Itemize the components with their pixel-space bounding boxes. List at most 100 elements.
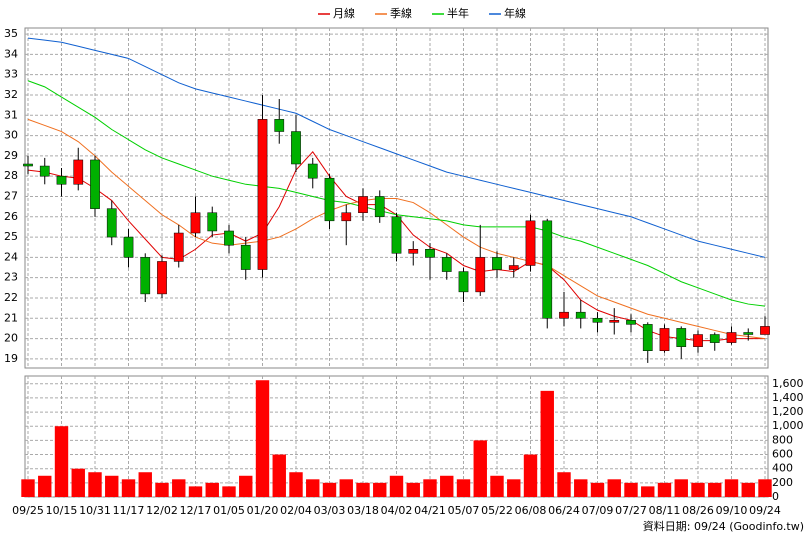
y-tick-label: 27 (4, 189, 18, 202)
y-tick-label: 23 (4, 271, 18, 284)
x-tick-label: 05/07 (448, 504, 480, 517)
legend-label: 年線 (504, 6, 526, 20)
y-tick-label: 31 (4, 108, 18, 121)
candle-body (341, 212, 352, 222)
candle-body (224, 230, 234, 246)
volume-bar (138, 472, 152, 497)
candle-body (90, 159, 100, 209)
y-tick-label: 400 (772, 462, 793, 475)
candle-body (743, 332, 754, 335)
volume-bar (490, 475, 504, 497)
volume-bar (306, 479, 320, 497)
candle-body (441, 257, 452, 272)
candle-body (190, 212, 201, 234)
y-tick-label: 22 (4, 291, 18, 304)
candle-body (458, 271, 469, 293)
candle-body (408, 249, 419, 254)
candle-body (508, 265, 519, 270)
x-tick-label: 03/03 (314, 504, 346, 517)
x-tick-label: 08/11 (649, 504, 681, 517)
x-tick-label: 01/05 (213, 504, 245, 517)
volume-bar (507, 479, 521, 497)
volume-bar (758, 479, 772, 497)
y-tick-label: 26 (4, 210, 18, 223)
y-tick-label: 33 (4, 68, 18, 81)
volume-bar (473, 440, 487, 497)
y-tick-label: 200 (772, 476, 793, 489)
x-tick-label: 12/17 (180, 504, 212, 517)
x-tick-label: 09/10 (716, 504, 748, 517)
footer-note: 資料日期: 09/24 (Goodinfo.tw) (643, 519, 804, 533)
candle-body (575, 311, 586, 319)
volume-bar (456, 479, 471, 497)
candle-body (257, 119, 268, 270)
volume-bar (624, 482, 638, 497)
y-tick-label: 0 (772, 490, 779, 503)
x-tick-label: 09/25 (12, 504, 44, 517)
volume-bar (523, 454, 538, 497)
candle-body (73, 159, 84, 185)
volume-bar (205, 482, 219, 497)
volume-bar (423, 479, 437, 497)
candle-body (492, 257, 502, 270)
y-tick-label: 1,400 (772, 391, 804, 404)
x-tick-label: 10/31 (79, 504, 111, 517)
candle-body (140, 257, 151, 295)
volume-bar (255, 380, 270, 497)
x-tick-label: 06/08 (515, 504, 547, 517)
volume-bar (88, 472, 102, 497)
candle-body (559, 311, 569, 319)
y-tick-label: 25 (4, 230, 18, 243)
y-tick-label: 1,200 (772, 405, 804, 418)
y-tick-label: 20 (4, 332, 18, 345)
x-tick-label: 12/02 (146, 504, 178, 517)
volume-bar (188, 486, 203, 497)
moving-average-line (27, 118, 766, 340)
x-tick-label: 01/20 (247, 504, 279, 517)
volume-bar (557, 472, 571, 497)
legend-label: 季線 (390, 6, 412, 20)
candle-body (123, 236, 134, 258)
volume-bar (406, 482, 420, 497)
x-tick-label: 10/15 (46, 504, 78, 517)
legend-label: 月線 (333, 6, 355, 20)
volume-bar (239, 475, 253, 497)
y-tick-label: 30 (4, 129, 18, 142)
volume-bar (121, 479, 136, 497)
candle-body (207, 212, 218, 232)
x-tick-label: 04/02 (381, 504, 413, 517)
candle-body (23, 163, 33, 167)
volume-bar (289, 472, 303, 497)
x-tick-label: 07/09 (582, 504, 614, 517)
candle-body (475, 257, 486, 293)
volume-bar (574, 479, 588, 497)
candle-body (374, 196, 385, 218)
candle-body (626, 320, 636, 325)
volume-bar (540, 390, 554, 497)
volume-bar (272, 454, 286, 497)
x-tick-label: 08/26 (682, 504, 714, 517)
candle-body (676, 328, 687, 347)
volume-bar (71, 468, 85, 497)
candle-body (425, 249, 435, 258)
y-tick-label: 600 (772, 448, 793, 461)
volume-bar (21, 479, 35, 497)
candle-body (659, 328, 670, 351)
x-tick-label: 03/18 (347, 504, 379, 517)
volume-bar (322, 482, 337, 497)
y-tick-label: 28 (4, 169, 18, 182)
candle-body (693, 334, 703, 347)
y-tick-label: 800 (772, 433, 793, 446)
candle-body (173, 232, 184, 262)
moving-average-line (27, 37, 766, 258)
volume-bar (741, 482, 755, 497)
x-tick-label: 09/24 (749, 504, 781, 517)
candle-body (157, 261, 167, 295)
volume-bar (105, 475, 119, 497)
y-tick-label: 21 (4, 311, 18, 324)
volume-bar (54, 426, 69, 497)
candle-body (274, 119, 285, 132)
volume-bar (155, 482, 169, 497)
volume-bar (691, 482, 705, 497)
